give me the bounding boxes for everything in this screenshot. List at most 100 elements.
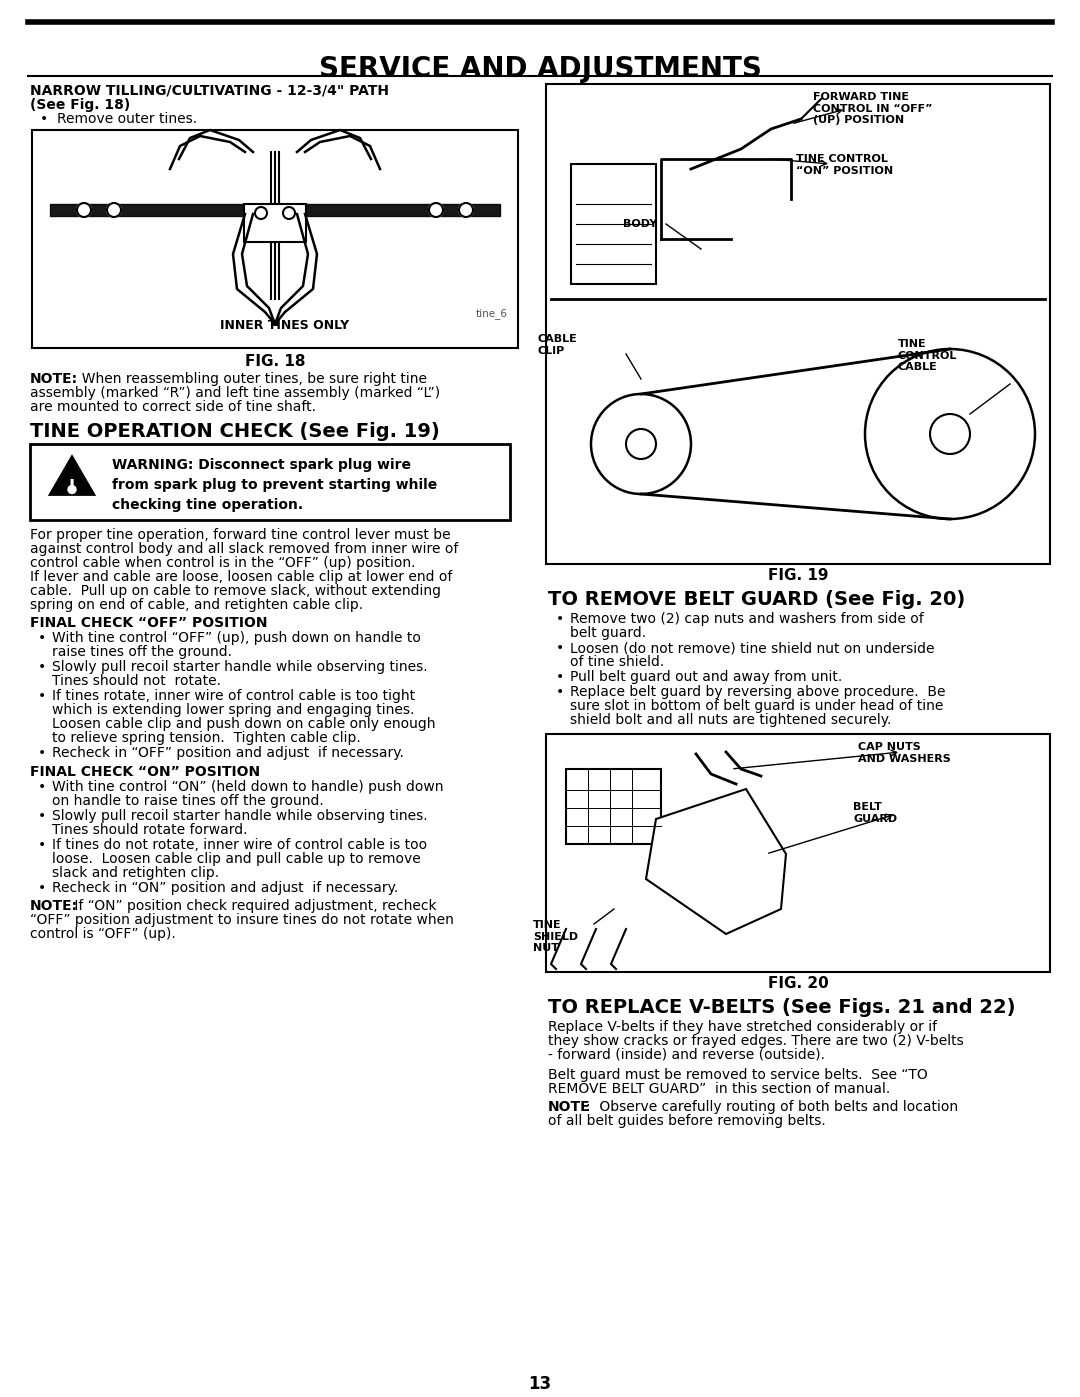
Text: - forward (inside) and reverse (outside).: - forward (inside) and reverse (outside)… xyxy=(548,1048,825,1062)
Text: TINE OPERATION CHECK (See Fig. 19): TINE OPERATION CHECK (See Fig. 19) xyxy=(30,422,440,441)
Text: Remove two (2) cap nuts and washers from side of: Remove two (2) cap nuts and washers from… xyxy=(570,612,923,626)
Text: control cable when control is in the “OFF” (up) position.: control cable when control is in the “OF… xyxy=(30,556,416,570)
Text: •: • xyxy=(556,685,564,698)
Text: Replace V-belts if they have stretched considerably or if: Replace V-belts if they have stretched c… xyxy=(548,1020,937,1034)
Text: TINE
SHIELD
NUT: TINE SHIELD NUT xyxy=(534,921,578,953)
Text: slack and retighten clip.: slack and retighten clip. xyxy=(52,866,219,880)
Text: against control body and all slack removed from inner wire of: against control body and all slack remov… xyxy=(30,542,458,556)
Bar xyxy=(546,733,1050,972)
Text: control is “OFF” (up).: control is “OFF” (up). xyxy=(30,928,176,942)
Text: If tines do not rotate, inner wire of control cable is too: If tines do not rotate, inner wire of co… xyxy=(52,838,427,852)
Text: WARNING: Disconnect spark plug wire: WARNING: Disconnect spark plug wire xyxy=(112,458,411,472)
Text: Loosen cable clip and push down on cable only enough: Loosen cable clip and push down on cable… xyxy=(52,717,435,731)
Text: With tine control “OFF” (up), push down on handle to: With tine control “OFF” (up), push down … xyxy=(52,631,421,645)
Text: •: • xyxy=(38,689,46,703)
Bar xyxy=(571,163,656,284)
Text: checking tine operation.: checking tine operation. xyxy=(112,497,303,511)
Text: TINE
CONTROL
CABLE: TINE CONTROL CABLE xyxy=(897,339,957,372)
Text: •: • xyxy=(556,612,564,626)
Text: BELT
GUARD: BELT GUARD xyxy=(853,802,897,824)
Text: Slowly pull recoil starter handle while observing tines.: Slowly pull recoil starter handle while … xyxy=(52,809,428,823)
Text: Tines should not  rotate.: Tines should not rotate. xyxy=(52,673,221,687)
Text: For proper tine operation, forward tine control lever must be: For proper tine operation, forward tine … xyxy=(30,528,450,542)
Text: FINAL CHECK “ON” POSITION: FINAL CHECK “ON” POSITION xyxy=(30,766,260,780)
Text: CAP NUTS
AND WASHERS: CAP NUTS AND WASHERS xyxy=(858,742,950,764)
Text: cable.  Pull up on cable to remove slack, without extending: cable. Pull up on cable to remove slack,… xyxy=(30,584,441,598)
Text: NOTE:: NOTE: xyxy=(30,900,78,914)
Text: Loosen (do not remove) tine shield nut on underside: Loosen (do not remove) tine shield nut o… xyxy=(570,641,934,655)
Text: With tine control “ON” (held down to handle) push down: With tine control “ON” (held down to han… xyxy=(52,780,444,793)
Text: Belt guard must be removed to service belts.  See “TO: Belt guard must be removed to service be… xyxy=(548,1067,928,1083)
Text: “OFF” position adjustment to insure tines do not rotate when: “OFF” position adjustment to insure tine… xyxy=(30,914,454,928)
Text: •: • xyxy=(556,671,564,685)
Text: If “ON” position check required adjustment, recheck: If “ON” position check required adjustme… xyxy=(70,900,436,914)
Text: FORWARD TINE
CONTROL IN “OFF”
(UP) POSITION: FORWARD TINE CONTROL IN “OFF” (UP) POSIT… xyxy=(813,92,932,126)
Text: Replace belt guard by reversing above procedure.  Be: Replace belt guard by reversing above pr… xyxy=(570,685,945,698)
Text: •: • xyxy=(38,838,46,852)
Text: NOTE: NOTE xyxy=(548,1099,591,1113)
Text: TO REPLACE V-BELTS (See Figs. 21 and 22): TO REPLACE V-BELTS (See Figs. 21 and 22) xyxy=(548,997,1015,1017)
Text: on handle to raise tines off the ground.: on handle to raise tines off the ground. xyxy=(52,793,324,807)
Text: belt guard.: belt guard. xyxy=(570,626,646,640)
Text: :  Observe carefully routing of both belts and location: : Observe carefully routing of both belt… xyxy=(586,1099,958,1113)
Text: TO REMOVE BELT GUARD (See Fig. 20): TO REMOVE BELT GUARD (See Fig. 20) xyxy=(548,590,966,609)
Text: •: • xyxy=(38,882,46,895)
Text: •: • xyxy=(556,641,564,655)
Text: FINAL CHECK “OFF” POSITION: FINAL CHECK “OFF” POSITION xyxy=(30,616,268,630)
Text: •: • xyxy=(38,809,46,823)
Text: !: ! xyxy=(68,478,76,496)
Polygon shape xyxy=(646,789,786,935)
Text: •  Remove outer tines.: • Remove outer tines. xyxy=(40,112,198,126)
Text: Tines should rotate forward.: Tines should rotate forward. xyxy=(52,823,247,837)
Text: REMOVE BELT GUARD”  in this section of manual.: REMOVE BELT GUARD” in this section of ma… xyxy=(548,1083,890,1097)
Text: loose.  Loosen cable clip and pull cable up to remove: loose. Loosen cable clip and pull cable … xyxy=(52,852,421,866)
Text: If tines rotate, inner wire of control cable is too tight: If tines rotate, inner wire of control c… xyxy=(52,689,415,703)
Text: •: • xyxy=(38,746,46,760)
Circle shape xyxy=(459,203,473,217)
Circle shape xyxy=(107,203,121,217)
Bar xyxy=(566,768,661,844)
Circle shape xyxy=(77,203,91,217)
Circle shape xyxy=(429,203,443,217)
Text: TINE CONTROL
“ON” POSITION: TINE CONTROL “ON” POSITION xyxy=(796,154,893,176)
Text: to relieve spring tension.  Tighten cable clip.: to relieve spring tension. Tighten cable… xyxy=(52,731,361,745)
Text: of tine shield.: of tine shield. xyxy=(570,655,664,669)
Text: spring on end of cable, and retighten cable clip.: spring on end of cable, and retighten ca… xyxy=(30,598,363,612)
Text: 13: 13 xyxy=(528,1375,552,1393)
Text: BODY: BODY xyxy=(623,219,658,229)
Text: they show cracks or frayed edges. There are two (2) V-belts: they show cracks or frayed edges. There … xyxy=(548,1034,963,1048)
Text: •: • xyxy=(38,659,46,673)
Text: FIG. 19: FIG. 19 xyxy=(768,569,828,583)
Text: NARROW TILLING/CULTIVATING - 12-3/4" PATH: NARROW TILLING/CULTIVATING - 12-3/4" PAT… xyxy=(30,84,389,98)
Text: NOTE:: NOTE: xyxy=(30,372,78,386)
Text: •: • xyxy=(38,780,46,793)
Text: from spark plug to prevent starting while: from spark plug to prevent starting whil… xyxy=(112,478,437,492)
Text: Recheck in “ON” position and adjust  if necessary.: Recheck in “ON” position and adjust if n… xyxy=(52,882,399,895)
Text: tine_6: tine_6 xyxy=(476,307,508,319)
Bar xyxy=(32,130,518,348)
Polygon shape xyxy=(51,457,94,495)
Text: FIG. 20: FIG. 20 xyxy=(768,977,828,990)
Text: (See Fig. 18): (See Fig. 18) xyxy=(30,98,131,112)
Text: When reassembling outer tines, be sure right tine: When reassembling outer tines, be sure r… xyxy=(73,372,427,386)
Bar xyxy=(244,204,306,242)
Text: •: • xyxy=(38,631,46,645)
Text: Pull belt guard out and away from unit.: Pull belt guard out and away from unit. xyxy=(570,671,842,685)
Text: Recheck in “OFF” position and adjust  if necessary.: Recheck in “OFF” position and adjust if … xyxy=(52,746,404,760)
Text: INNER TINES ONLY: INNER TINES ONLY xyxy=(220,319,349,332)
Text: SERVICE AND ADJUSTMENTS: SERVICE AND ADJUSTMENTS xyxy=(319,54,761,82)
Text: of all belt guides before removing belts.: of all belt guides before removing belts… xyxy=(548,1113,826,1127)
Bar xyxy=(30,444,510,520)
Text: Slowly pull recoil starter handle while observing tines.: Slowly pull recoil starter handle while … xyxy=(52,659,428,673)
Text: which is extending lower spring and engaging tines.: which is extending lower spring and enga… xyxy=(52,703,415,717)
Text: CABLE
CLIP: CABLE CLIP xyxy=(538,334,578,356)
Text: are mounted to correct side of tine shaft.: are mounted to correct side of tine shaf… xyxy=(30,400,316,414)
Text: If lever and cable are loose, loosen cable clip at lower end of: If lever and cable are loose, loosen cab… xyxy=(30,570,453,584)
Bar xyxy=(546,84,1050,564)
Text: sure slot in bottom of belt guard is under head of tine: sure slot in bottom of belt guard is und… xyxy=(570,698,943,712)
Text: FIG. 18: FIG. 18 xyxy=(245,353,306,369)
Text: raise tines off the ground.: raise tines off the ground. xyxy=(52,645,232,659)
Text: shield bolt and all nuts are tightened securely.: shield bolt and all nuts are tightened s… xyxy=(570,712,891,726)
Text: assembly (marked “R”) and left tine assembly (marked “L”): assembly (marked “R”) and left tine asse… xyxy=(30,386,441,400)
Circle shape xyxy=(68,486,76,493)
